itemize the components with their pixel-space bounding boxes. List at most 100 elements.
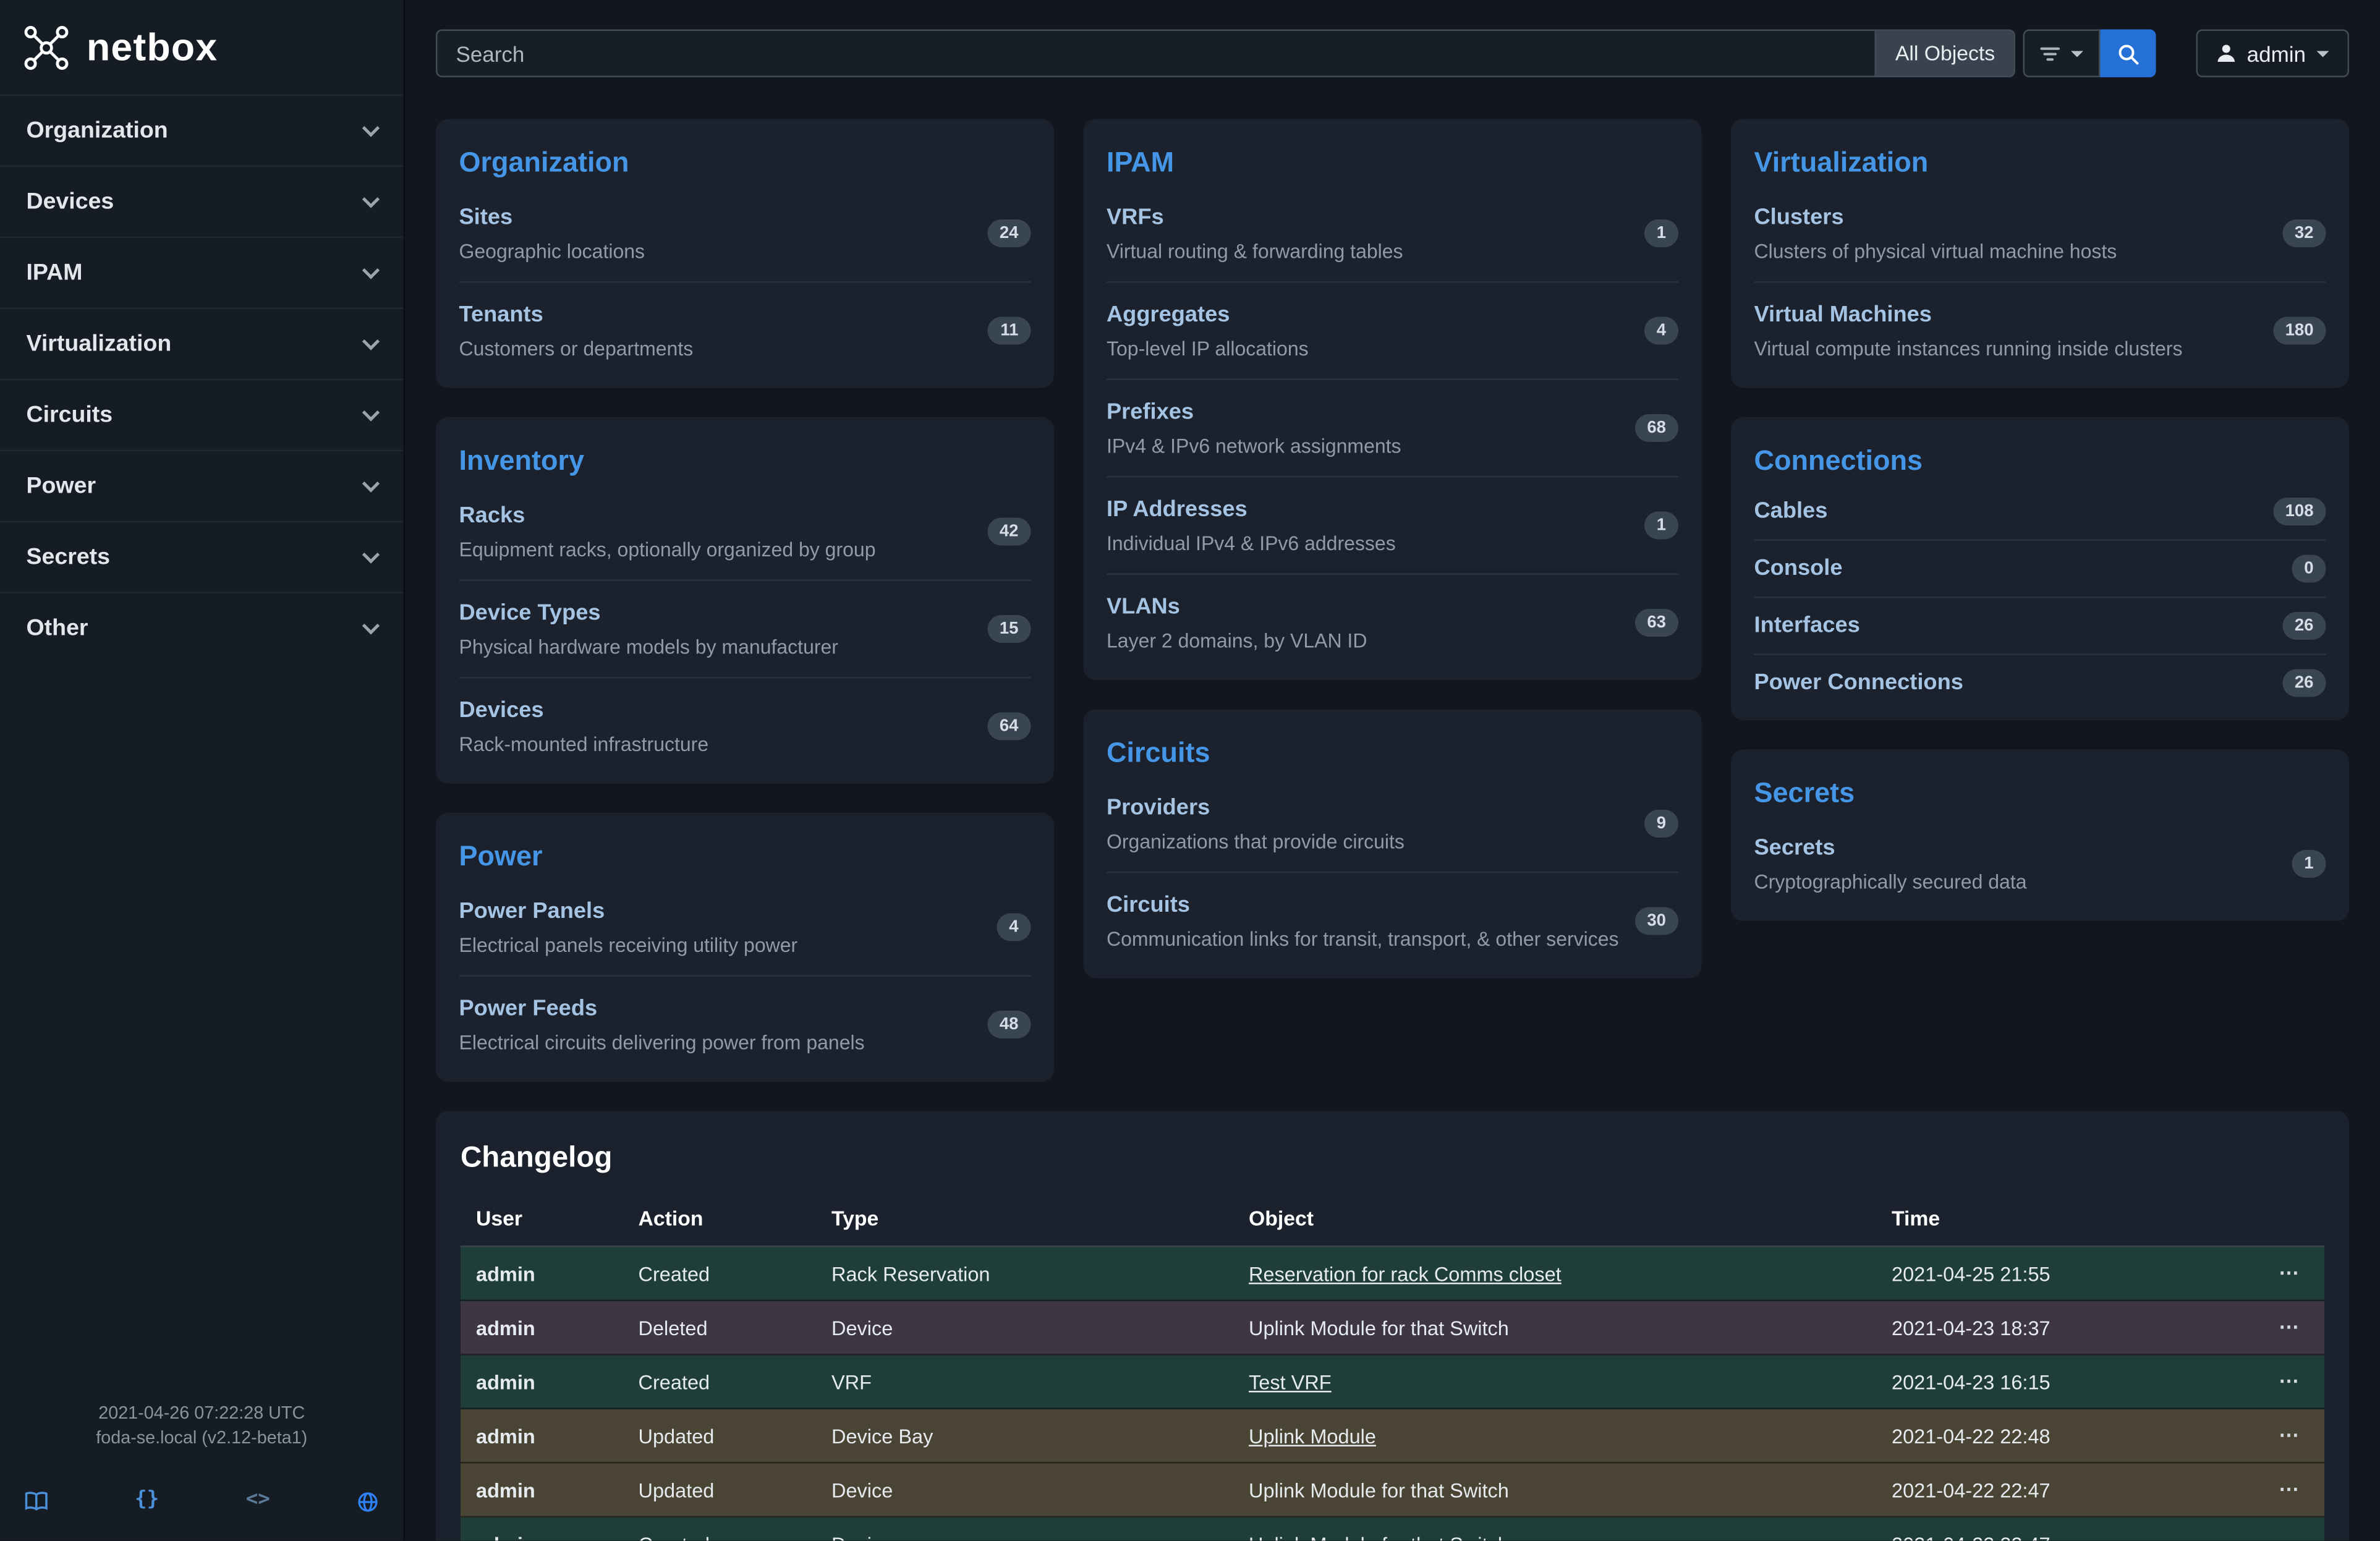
chevron-down-icon (2070, 50, 2083, 57)
search-input[interactable] (436, 29, 1876, 77)
topbar: All Objects (436, 29, 2349, 77)
cables-link[interactable]: Cables (1754, 499, 1828, 524)
list-item: Power Feeds Electrical circuits deliveri… (459, 975, 1031, 1073)
sidebar-item-devices[interactable]: Devices (0, 165, 404, 237)
list-item: Device Types Physical hardware models by… (459, 579, 1031, 677)
sidebar-item-other[interactable]: Other (0, 592, 404, 663)
prefixes-link[interactable]: Prefixes (1107, 400, 1194, 425)
table-header-row: User Action Type Object Time (461, 1197, 2324, 1247)
count-badge: 1 (1644, 219, 1678, 247)
row-actions-icon[interactable]: ⋯ (2279, 1369, 2301, 1393)
chevron-down-icon (362, 403, 380, 421)
item-description: Electrical panels receiving utility powe… (459, 933, 798, 957)
sidebar-item-ipam[interactable]: IPAM (0, 236, 404, 308)
tenants-link[interactable]: Tenants (459, 303, 543, 328)
cards-column-2: IPAM VRFs Virtual routing & forwarding t… (1083, 119, 1702, 979)
cell-time: 2021-04-22 22:47 (1892, 1478, 2051, 1501)
table-row: admin Updated Device Bay Uplink Module 2… (461, 1408, 2324, 1463)
circuits-link[interactable]: Circuits (1107, 893, 1190, 918)
aggregates-link[interactable]: Aggregates (1107, 303, 1230, 328)
list-item: Racks Equipment racks, optionally organi… (459, 484, 1031, 580)
list-item: Prefixes IPv4 & IPv6 network assignments… (1107, 378, 1678, 477)
devices-link[interactable]: Devices (459, 698, 544, 723)
count-badge: 30 (1634, 907, 1678, 935)
console-link[interactable]: Console (1754, 556, 1843, 581)
table-row: admin Created VRF Test VRF 2021-04-23 16… (461, 1354, 2324, 1409)
row-actions-icon[interactable]: ⋯ (2279, 1477, 2301, 1501)
cell-type: Device (831, 1478, 893, 1501)
vlans-link[interactable]: VLANs (1107, 595, 1180, 620)
cell-action: Deleted (638, 1315, 708, 1339)
item-description: Electrical circuits delivering power fro… (459, 1030, 865, 1055)
item-description: Top-level IP allocations (1107, 337, 1309, 360)
vrfs-link[interactable]: VRFs (1107, 205, 1164, 231)
server-hostname: foda-se.local (v2.12-beta1) (96, 1430, 308, 1449)
globe-icon[interactable] (357, 1490, 378, 1512)
count-badge: 64 (987, 712, 1031, 741)
item-description: Customers or departments (459, 337, 694, 360)
row-actions-icon[interactable]: ⋯ (2279, 1315, 2301, 1339)
chevron-down-icon (362, 474, 380, 492)
row-actions-icon[interactable]: ⋯ (2279, 1261, 2301, 1284)
changelog-object-link[interactable]: Reservation for rack Comms closet (1249, 1262, 1562, 1285)
power-panels-link[interactable]: Power Panels (459, 899, 605, 924)
item-description: Individual IPv4 & IPv6 addresses (1107, 532, 1396, 555)
table-row: admin Updated Device Uplink Module for t… (461, 1462, 2324, 1517)
virtual-machines-link[interactable]: Virtual Machines (1754, 303, 1932, 328)
cell-user: admin (476, 1478, 535, 1501)
search-filter-button[interactable] (2023, 29, 2101, 77)
list-item: Power Connections 26 (1754, 653, 2326, 711)
card-title: Organization (459, 146, 629, 178)
ip-addresses-link[interactable]: IP Addresses (1107, 498, 1247, 522)
source-code-icon[interactable]: <> (245, 1488, 270, 1512)
count-badge: 42 (987, 517, 1031, 546)
search-submit-button[interactable] (2100, 29, 2156, 77)
sidebar-item-virtualization[interactable]: Virtualization (0, 307, 404, 379)
user-menu-button[interactable]: admin (2196, 29, 2349, 77)
item-description: Layer 2 domains, by VLAN ID (1107, 629, 1367, 653)
cell-time: 2021-04-23 16:15 (1892, 1370, 2051, 1393)
docs-icon[interactable] (25, 1492, 48, 1512)
row-actions-icon[interactable]: ⋯ (2279, 1532, 2300, 1541)
sidebar-item-secrets[interactable]: Secrets (0, 520, 404, 592)
netbox-logo[interactable]: netbox (0, 0, 404, 95)
racks-link[interactable]: Racks (459, 504, 525, 529)
interfaces-link[interactable]: Interfaces (1754, 613, 1860, 639)
list-item: Power Panels Electrical panels receiving… (459, 880, 1031, 975)
changelog-object-link[interactable]: Test VRF (1249, 1370, 1332, 1393)
cell-action: Created (638, 1370, 710, 1393)
object-type-select[interactable]: All Objects (1875, 29, 2015, 77)
netbox-logo-text: netbox (87, 25, 218, 69)
sites-link[interactable]: Sites (459, 205, 513, 231)
item-description: Clusters of physical virtual machine hos… (1754, 239, 2117, 263)
power-connections-link[interactable]: Power Connections (1754, 671, 1963, 695)
secrets-card: Secrets Secrets Cryptographically secure… (1731, 749, 2349, 921)
clusters-link[interactable]: Clusters (1754, 205, 1844, 231)
cell-time: 2021-04-23 18:37 (1892, 1315, 2051, 1339)
sidebar-item-power[interactable]: Power (0, 449, 404, 521)
cell-user: admin (476, 1262, 535, 1285)
card-title: Power (459, 841, 543, 872)
column-header-type: Type (816, 1197, 1233, 1247)
row-actions-icon[interactable]: ⋯ (2279, 1423, 2301, 1447)
providers-link[interactable]: Providers (1107, 796, 1210, 821)
sidebar-item-label: Devices (26, 189, 114, 215)
power-card: Power Power Panels Electrical panels rec… (436, 813, 1054, 1082)
device-types-link[interactable]: Device Types (459, 601, 601, 626)
card-title: Circuits (1107, 737, 1210, 768)
sidebar-nav: Organization Devices IPAM Virtualization… (0, 94, 404, 663)
api-braces-icon[interactable]: {} (135, 1488, 159, 1512)
list-item: Devices Rack-mounted infrastructure 64 (459, 677, 1031, 775)
cell-type: Device Bay (831, 1424, 933, 1448)
chevron-down-icon (362, 119, 380, 137)
power-feeds-link[interactable]: Power Feeds (459, 996, 598, 1022)
sidebar-item-organization[interactable]: Organization (0, 94, 404, 166)
sidebar-item-label: IPAM (26, 260, 83, 286)
cell-action: Created (638, 1262, 710, 1285)
item-description: Organizations that provide circuits (1107, 830, 1405, 854)
secrets-link[interactable]: Secrets (1754, 836, 1835, 861)
changelog-object-link[interactable]: Uplink Module (1249, 1424, 1376, 1448)
cell-user: admin (476, 1315, 535, 1339)
sidebar-item-circuits[interactable]: Circuits (0, 378, 404, 450)
